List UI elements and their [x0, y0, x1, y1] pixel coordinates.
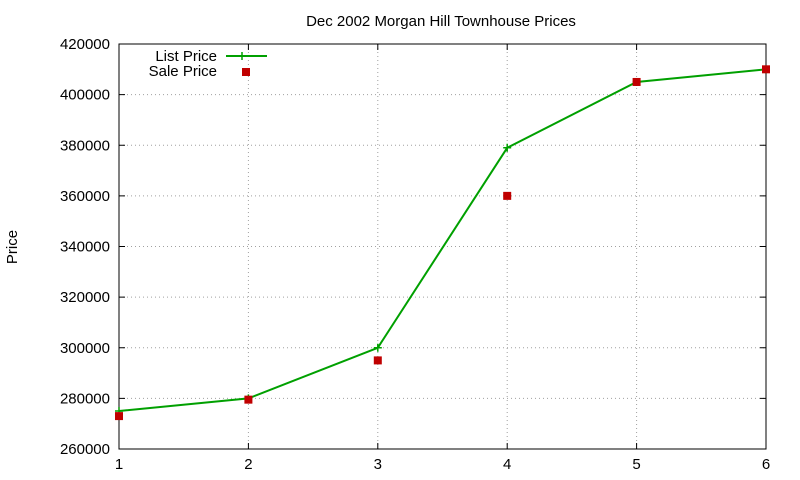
sale-price-point	[115, 412, 123, 421]
series-layer	[115, 65, 770, 421]
list-price-line	[118, 68, 767, 413]
legend-label-sale-price: Sale Price	[149, 63, 217, 80]
sale-price-point	[762, 65, 770, 74]
y-axis-ticks: 260000 280000 300000 320000 340000 360000 3800…	[60, 36, 766, 458]
x-axis-ticks: 1 2 3 4 5 6	[115, 44, 770, 473]
x-tick-label: 3	[374, 456, 382, 473]
legend-marker-list-price	[238, 52, 246, 60]
y-tick-label: 300000	[60, 340, 110, 357]
list-price-point	[373, 343, 382, 352]
legend: List Price Sale Price	[149, 48, 267, 80]
y-tick-label: 340000	[60, 239, 110, 256]
sale-price-point	[373, 356, 382, 365]
series-list-price	[115, 65, 770, 416]
sale-price-point	[244, 395, 253, 404]
chart-title: Dec 2002 Morgan Hill Townhouse Prices	[306, 13, 576, 30]
y-tick-label: 320000	[60, 289, 110, 306]
x-tick-label: 1	[115, 456, 123, 473]
legend-item-sale-price: Sale Price	[149, 63, 250, 80]
sale-price-point	[503, 191, 512, 200]
y-tick-label: 360000	[60, 188, 110, 205]
x-tick-label: 6	[762, 456, 770, 473]
y-tick-label: 400000	[60, 87, 110, 104]
legend-label-list-price: List Price	[155, 48, 217, 65]
plot-frame	[118, 43, 767, 450]
legend-marker-sale-price	[242, 68, 250, 76]
sale-price-point	[632, 77, 641, 86]
x-tick-label: 4	[503, 456, 511, 473]
y-tick-label: 260000	[60, 441, 110, 458]
y-axis-label: Price	[4, 230, 21, 264]
x-tick-label: 2	[244, 456, 252, 473]
list-price-point	[503, 143, 512, 152]
y-tick-label: 380000	[60, 137, 110, 154]
y-tick-label: 280000	[60, 390, 110, 407]
x-tick-label: 5	[632, 456, 640, 473]
y-tick-label: 420000	[60, 36, 110, 53]
legend-item-list-price: List Price	[155, 48, 267, 65]
series-sale-price	[115, 65, 770, 421]
